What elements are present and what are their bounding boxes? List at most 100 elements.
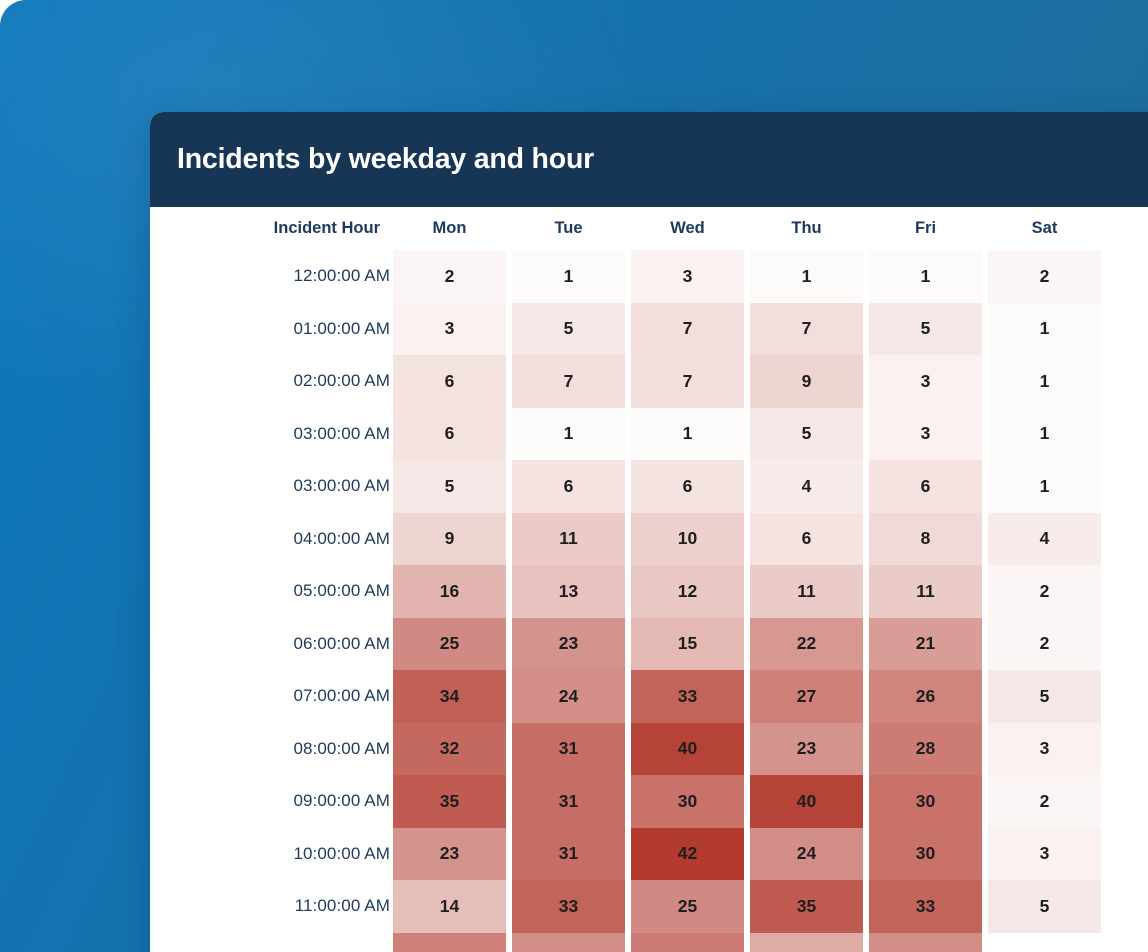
- heatmap-cell[interactable]: 2: [985, 775, 1104, 828]
- column-header-sat[interactable]: Sat: [985, 207, 1104, 250]
- heatmap-cell[interactable]: 26: [866, 670, 985, 723]
- column-header-tue[interactable]: Tue: [509, 207, 628, 250]
- heatmap-cell[interactable]: 31: [509, 827, 628, 880]
- heatmap-cell[interactable]: 5: [509, 302, 628, 355]
- heatmap-cell[interactable]: 6: [509, 460, 628, 513]
- heatmap-cell[interactable]: 30: [866, 827, 985, 880]
- heatmap-cell[interactable]: 1: [509, 250, 628, 303]
- heatmap-cell[interactable]: 13: [509, 565, 628, 618]
- column-header-incident-hour[interactable]: Incident Hour: [150, 207, 390, 250]
- heatmap-cell[interactable]: 3: [985, 827, 1104, 880]
- heatmap-cell[interactable]: 6: [747, 512, 866, 565]
- heatmap-cell[interactable]: 23: [747, 722, 866, 775]
- heatmap-cell[interactable]: 25: [628, 880, 747, 933]
- heatmap-cell[interactable]: 33: [628, 670, 747, 723]
- heatmap-cell[interactable]: 2: [390, 250, 509, 303]
- heatmap-cell[interactable]: 2: [985, 565, 1104, 618]
- heatmap-cell[interactable]: 28: [866, 722, 985, 775]
- heatmap-cell[interactable]: 33: [509, 880, 628, 933]
- column-header-fri[interactable]: Fri: [866, 207, 985, 250]
- heatmap-cell[interactable]: 31: [509, 775, 628, 828]
- heatmap-cell[interactable]: 24: [866, 932, 985, 952]
- heatmap-cell[interactable]: 11: [866, 565, 985, 618]
- row-label-incident-hour: 09:00:00 AM: [150, 775, 390, 828]
- heatmap-cell[interactable]: 31: [509, 722, 628, 775]
- heatmap-cell[interactable]: 5: [985, 670, 1104, 723]
- heatmap-cell[interactable]: 35: [390, 775, 509, 828]
- heatmap-cell[interactable]: 9: [747, 355, 866, 408]
- heatmap-cell[interactable]: 7: [628, 302, 747, 355]
- heatmap-cell[interactable]: 1: [985, 355, 1104, 408]
- heatmap-cell[interactable]: 21: [866, 617, 985, 670]
- heatmap-cell[interactable]: 22: [747, 617, 866, 670]
- heatmap-cell[interactable]: 25: [390, 617, 509, 670]
- heatmap-cell[interactable]: 1: [985, 460, 1104, 513]
- heatmap-cell[interactable]: 5: [866, 302, 985, 355]
- heatmap-cell[interactable]: 24: [509, 932, 628, 952]
- heatmap-cell[interactable]: 33: [866, 880, 985, 933]
- heatmap-cell[interactable]: 10: [628, 512, 747, 565]
- heatmap-cell[interactable]: 3: [390, 302, 509, 355]
- heatmap-cell[interactable]: 6: [866, 460, 985, 513]
- heatmap-cell[interactable]: 40: [628, 722, 747, 775]
- heatmap-cell[interactable]: 7: [628, 355, 747, 408]
- row-label-incident-hour: 10:00:00 AM: [150, 827, 390, 880]
- heatmap-cell[interactable]: 16: [390, 565, 509, 618]
- heatmap-cell[interactable]: 1: [628, 407, 747, 460]
- heatmap-cell[interactable]: 34: [390, 670, 509, 723]
- heatmap-cell[interactable]: 3: [866, 355, 985, 408]
- heatmap-cell[interactable]: 23: [509, 617, 628, 670]
- heatmap-cell[interactable]: 24: [509, 670, 628, 723]
- heatmap-cell-value: 25: [631, 880, 744, 933]
- heatmap-cell[interactable]: 1: [509, 407, 628, 460]
- heatmap-cell[interactable]: 2: [985, 617, 1104, 670]
- heatmap-cell[interactable]: 4: [747, 460, 866, 513]
- heatmap-cell[interactable]: 8: [866, 512, 985, 565]
- heatmap-cell[interactable]: 5: [985, 880, 1104, 933]
- heatmap-cell[interactable]: 7: [747, 302, 866, 355]
- heatmap-cell[interactable]: 1: [985, 407, 1104, 460]
- heatmap-cell[interactable]: 18: [747, 932, 866, 952]
- heatmap-cell[interactable]: 35: [747, 880, 866, 933]
- heatmap-cell[interactable]: 5: [747, 407, 866, 460]
- heatmap-cell[interactable]: 6: [390, 407, 509, 460]
- heatmap-cell[interactable]: [985, 932, 1104, 952]
- table-row: 06:00:00 AM 25 23 15 22 21 2: [150, 617, 1148, 670]
- heatmap-cell[interactable]: 30: [866, 775, 985, 828]
- heatmap-cell[interactable]: 6: [628, 460, 747, 513]
- heatmap-cell[interactable]: 3: [985, 722, 1104, 775]
- heatmap-cell[interactable]: 6: [390, 355, 509, 408]
- heatmap-cell[interactable]: 15: [628, 617, 747, 670]
- heatmap-cell[interactable]: 40: [747, 775, 866, 828]
- heatmap-cell[interactable]: 27: [747, 670, 866, 723]
- heatmap-cell[interactable]: 9: [390, 512, 509, 565]
- heatmap-cell[interactable]: 1: [747, 250, 866, 303]
- heatmap-cell[interactable]: 42: [628, 827, 747, 880]
- heatmap-cell[interactable]: 3: [628, 250, 747, 303]
- heatmap-cell[interactable]: 2: [985, 250, 1104, 303]
- heatmap-cell[interactable]: 4: [985, 512, 1104, 565]
- heatmap-cell[interactable]: 27: [390, 932, 509, 952]
- heatmap-cell[interactable]: 32: [390, 722, 509, 775]
- heatmap-cell-value: 40: [631, 722, 744, 775]
- column-header-wed[interactable]: Wed: [628, 207, 747, 250]
- heatmap-cell-value: 7: [750, 302, 863, 355]
- heatmap-cell[interactable]: 3: [866, 407, 985, 460]
- heatmap-cell[interactable]: 24: [747, 827, 866, 880]
- column-header-thu[interactable]: Thu: [747, 207, 866, 250]
- heatmap-cell[interactable]: 12: [628, 565, 747, 618]
- heatmap-cell[interactable]: 23: [390, 827, 509, 880]
- row-label-incident-hour: 08:00:00 AM: [150, 722, 390, 775]
- heatmap-cell[interactable]: 1: [866, 250, 985, 303]
- heatmap-cell[interactable]: 11: [509, 512, 628, 565]
- heatmap-cell-value: 6: [869, 460, 982, 513]
- heatmap-cell[interactable]: 30: [628, 775, 747, 828]
- heatmap-cell[interactable]: 11: [747, 565, 866, 618]
- heatmap-cell[interactable]: 28: [628, 932, 747, 952]
- column-header-mon[interactable]: Mon: [390, 207, 509, 250]
- heatmap-cell[interactable]: 7: [509, 355, 628, 408]
- heatmap-cell-value: 12: [631, 565, 744, 618]
- heatmap-cell[interactable]: 14: [390, 880, 509, 933]
- heatmap-cell[interactable]: 5: [390, 460, 509, 513]
- heatmap-cell[interactable]: 1: [985, 302, 1104, 355]
